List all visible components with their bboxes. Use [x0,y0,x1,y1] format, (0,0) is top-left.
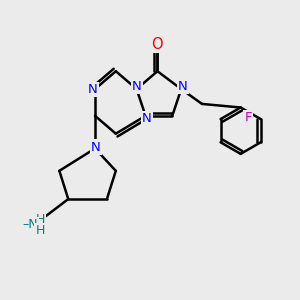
Text: –N: –N [23,218,38,231]
Text: N: N [142,112,152,125]
Text: N: N [178,80,188,93]
Text: N: N [132,80,142,93]
Text: N: N [88,82,98,96]
Text: O: O [152,37,163,52]
Text: F: F [244,111,252,124]
Text: N: N [91,140,100,154]
Text: H: H [35,213,45,226]
Text: H: H [35,224,45,237]
